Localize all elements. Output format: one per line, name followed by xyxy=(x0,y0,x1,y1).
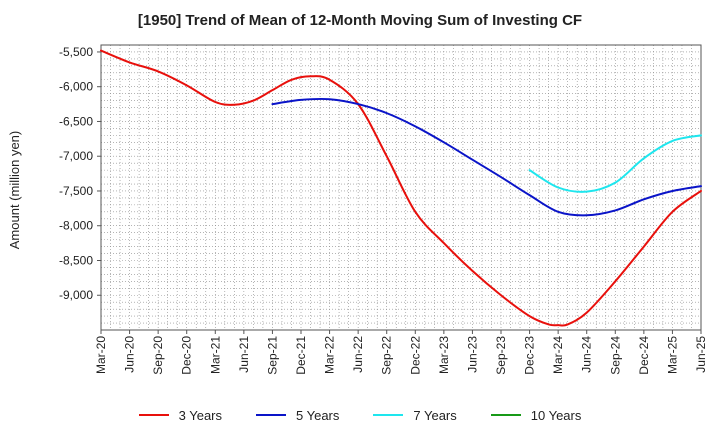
x-tick-label: Jun-25 xyxy=(694,336,708,373)
legend-label: 5 Years xyxy=(296,407,340,423)
legend: 3 Years 5 Years 7 Years 10 Years xyxy=(0,404,720,426)
y-tick-label: -6,000 xyxy=(59,80,93,94)
x-tick-label: Mar-25 xyxy=(665,336,679,374)
legend-label: 7 Years xyxy=(413,407,457,423)
x-axis-ticks: Mar-20 Jun-20 Sep-20 Dec-20 Mar-21 Jun-21 Sep-… xyxy=(94,330,708,375)
legend-item: 7 Years xyxy=(373,407,457,423)
x-tick-label: Jun-23 xyxy=(465,336,479,373)
x-tick-label: Mar-23 xyxy=(437,336,451,374)
y-tick-label: -8,000 xyxy=(59,219,93,233)
legend-item: 5 Years xyxy=(256,408,339,423)
x-tick-label: Jun-20 xyxy=(123,336,137,373)
x-tick-label: Mar-21 xyxy=(208,336,222,374)
x-tick-label: Dec-23 xyxy=(523,336,537,375)
legend-swatch xyxy=(256,414,286,416)
series-layer xyxy=(100,49,702,327)
y-axis-label: Amount (million yen) xyxy=(7,131,22,250)
plot-frame xyxy=(100,44,702,331)
x-tick-label: Dec-20 xyxy=(180,336,194,375)
y-tick-label: -8,500 xyxy=(59,253,93,267)
x-tick-label: Jun-22 xyxy=(351,336,365,373)
x-tick-label: Dec-21 xyxy=(294,336,308,375)
legend-swatch xyxy=(138,414,169,416)
x-tick-label: Dec-24 xyxy=(637,336,651,375)
legend-label: 10 Years xyxy=(530,407,582,423)
series-line-3-years xyxy=(100,49,702,327)
x-tick-label: Sep-20 xyxy=(151,336,165,375)
y-tick-label: -7,000 xyxy=(59,149,93,163)
x-tick-label: Mar-20 xyxy=(94,336,108,374)
x-tick-label: Dec-22 xyxy=(408,336,422,375)
x-tick-label: Jun-24 xyxy=(580,336,594,373)
legend-swatch xyxy=(490,414,521,416)
legend-item: 10 Years xyxy=(490,407,582,423)
x-tick-label: Sep-23 xyxy=(494,336,508,375)
x-tick-label: Mar-24 xyxy=(551,336,565,374)
x-tick-label: Sep-24 xyxy=(608,336,622,375)
y-tick-label: -5,500 xyxy=(59,45,93,59)
legend-label: 3 Years xyxy=(178,407,222,423)
y-tick-label: -9,000 xyxy=(59,288,93,302)
series-line-5-years xyxy=(271,97,702,217)
x-tick-label: Mar-22 xyxy=(323,336,337,374)
legend-swatch xyxy=(373,414,404,416)
y-tick-label: -7,500 xyxy=(59,184,93,198)
y-tick-label: -6,500 xyxy=(59,114,93,128)
series-line-7-years xyxy=(528,134,702,193)
legend-item: 3 Years xyxy=(138,407,222,423)
chart-title: [1950] Trend of Mean of 12-Month Moving … xyxy=(137,12,583,29)
grid-layer xyxy=(101,45,701,330)
x-tick-label: Sep-21 xyxy=(265,336,279,375)
x-tick-label: Sep-22 xyxy=(380,336,394,375)
x-tick-label: Jun-21 xyxy=(237,336,251,373)
y-axis-ticks: -5,500 -6,000 -6,500 -7,000 -7,500 -8,000 -8,5… xyxy=(59,45,101,302)
